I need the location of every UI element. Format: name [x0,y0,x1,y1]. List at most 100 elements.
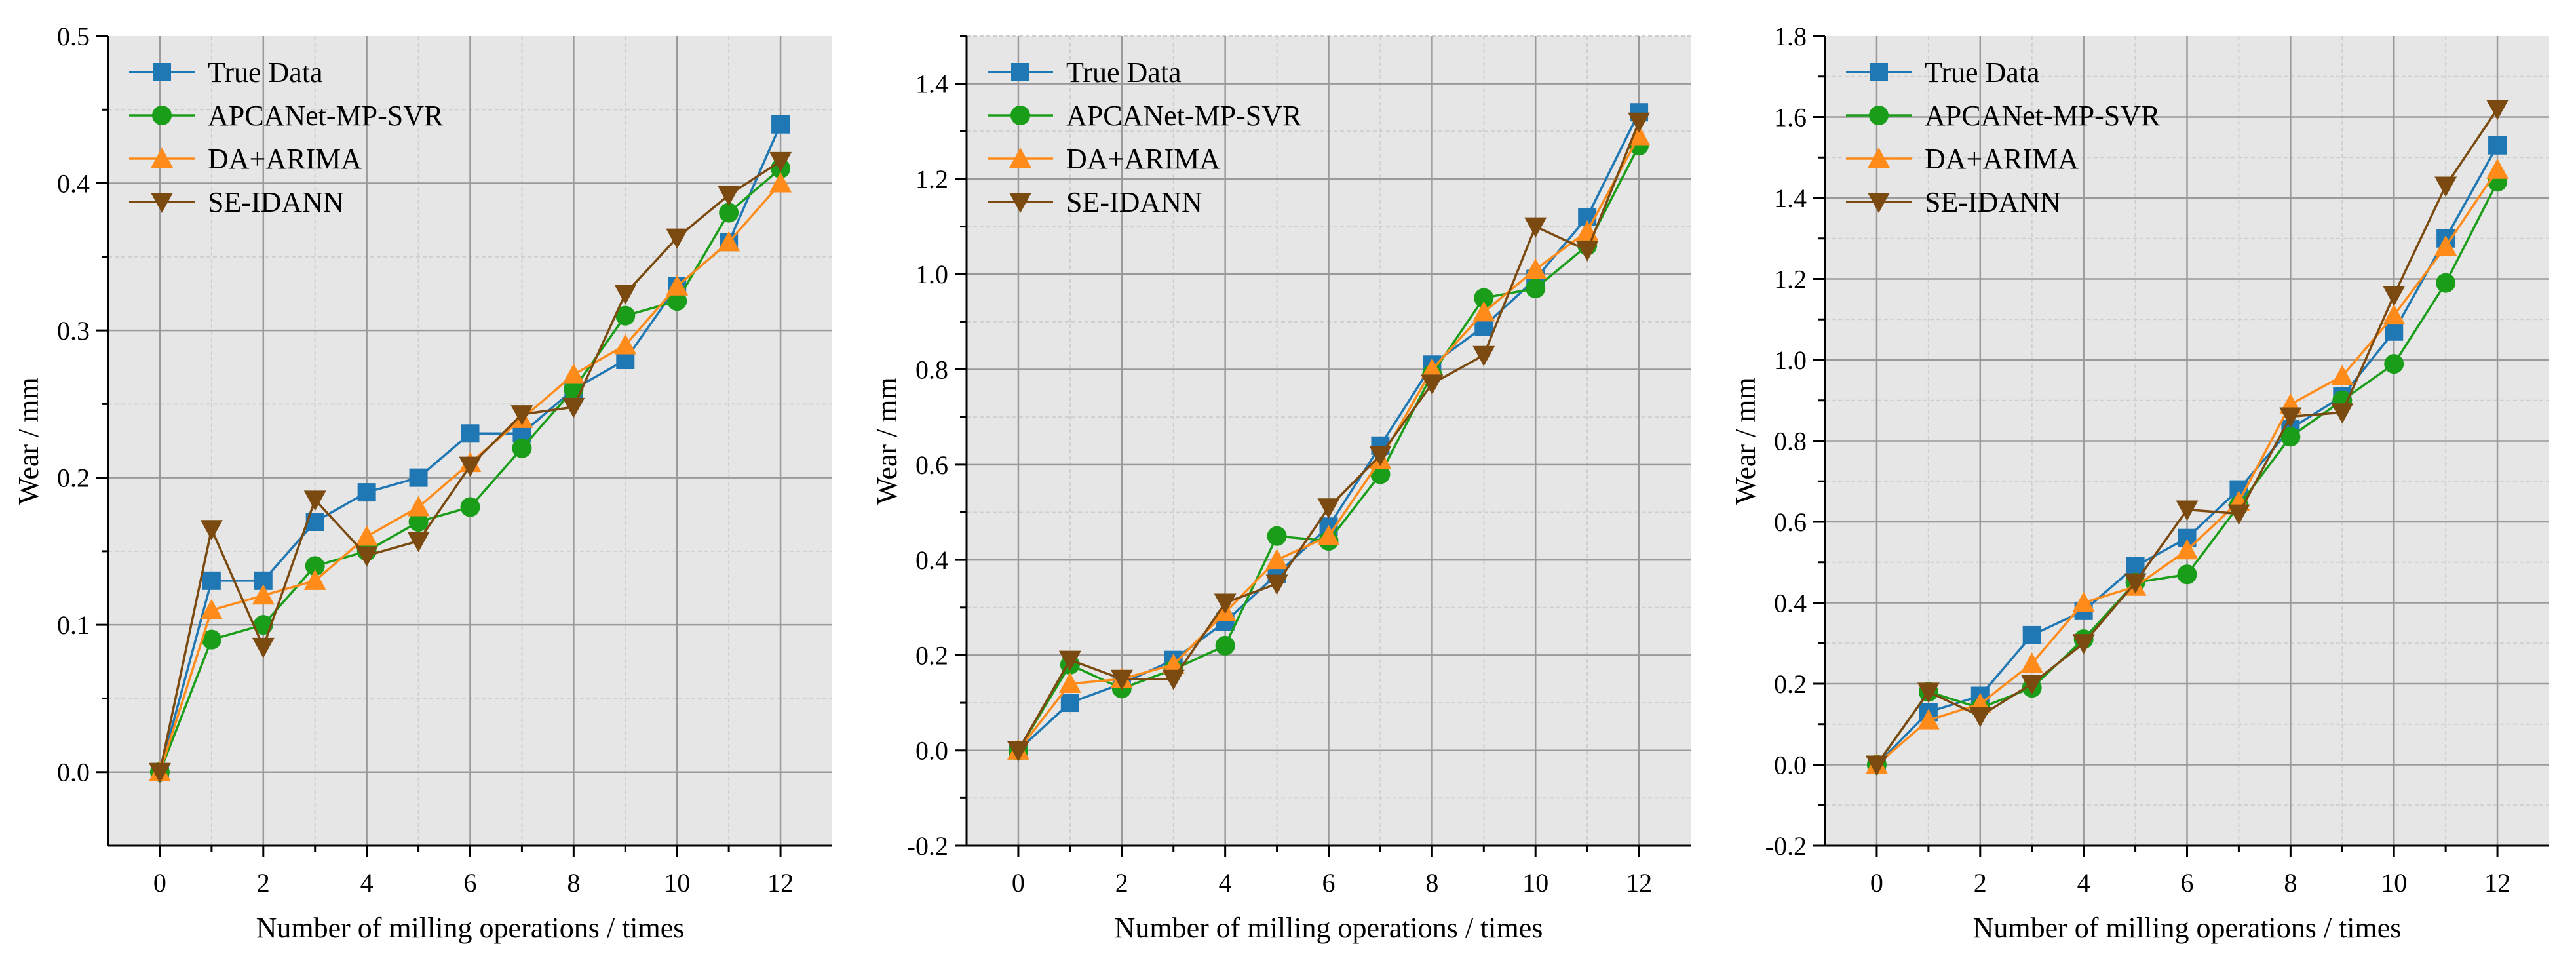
data-point-true-data [1060,694,1079,713]
legend-marker-se-idann [1868,193,1890,213]
y-tick-label: 0.8 [915,355,948,385]
data-point-da-arima [2331,364,2354,385]
data-point-da-arima [1421,358,1444,379]
y-tick-label: 1.4 [915,69,948,99]
wear-chart-2: -0.2 0.0 0.2 0.4 0.6 0.8 1.0 1.2 1.4 0 2 4 6 8 10 12 Num… [871,35,1691,944]
data-point-da-arima [718,231,740,252]
legend: True Data APCANet-MP-SVR DA+ARIMA SE-IDANN [988,56,1302,218]
y-tick-label: -0.2 [907,831,948,861]
data-point-se-idann [252,637,275,658]
legend-label-apcanet-mp-svr: APCANet-MP-SVR [1925,100,2161,132]
grid-lines [1825,36,2549,846]
y-tick-label: 0.1 [57,610,90,640]
x-tick-label: 6 [2181,868,2194,897]
x-tick-label: 0 [1012,868,1025,897]
data-point-apcanet-mp-svr [719,203,739,223]
legend-label-da-arima: DA+ARIMA [208,143,362,175]
y-tick-label: 1.2 [915,165,948,194]
x-tick-label: 8 [1425,868,1438,897]
legend-label-apcanet-mp-svr: APCANet-MP-SVR [208,100,444,132]
data-point-se-idann [666,228,689,249]
series-se-idann [1865,100,2509,776]
legend-marker-da-arima [1868,147,1890,168]
y-tick-label: 0.2 [57,463,90,493]
y-tick-label: 1.0 [1774,345,1807,375]
data-point-apcanet-mp-svr [1370,464,1391,484]
data-point-apcanet-mp-svr [1267,526,1287,546]
legend-marker-apcanet-mp-svr [152,106,172,125]
x-tick-label: 4 [360,868,374,897]
x-tick-label: 12 [2484,868,2510,897]
data-point-da-arima [1472,301,1495,322]
x-axis-label: Number of milling operations / times [256,912,685,944]
y-tick-label: 0.4 [1774,589,1807,618]
x-tick-label: 6 [1322,868,1336,897]
data-point-se-idann [1865,755,1888,776]
data-point-se-idann [614,284,637,305]
data-point-apcanet-mp-svr [2384,354,2404,374]
y-tick-label: 0.3 [57,316,90,345]
data-point-se-idann [1214,593,1237,614]
data-point-apcanet-mp-svr [1526,279,1546,299]
data-point-apcanet-mp-svr [1215,635,1235,656]
x-axis-label: Number of milling operations / times [1973,912,2402,944]
data-point-da-arima [666,275,689,296]
data-point-se-idann [2176,500,2199,521]
data-point-apcanet-mp-svr [512,438,532,458]
data-point-se-idann [1969,707,1991,728]
y-tick-label: 1.0 [915,260,948,289]
grid-lines [108,36,832,846]
legend-marker-da-arima [1009,147,1031,168]
legend-marker-true-data [153,63,171,81]
y-tick-label: 1.8 [1774,22,1807,51]
data-point-se-idann [1421,374,1444,395]
legend-marker-se-idann [1009,193,1031,213]
data-point-apcanet-mp-svr [2177,564,2197,585]
data-point-se-idann [2124,573,2147,594]
legend-marker-apcanet-mp-svr [1869,106,1889,125]
data-point-true-data [2385,322,2404,341]
legend-marker-apcanet-mp-svr [1010,106,1030,125]
data-point-da-arima [2434,235,2457,256]
data-point-se-idann [1917,682,1940,703]
data-point-se-idann [200,520,223,541]
data-point-apcanet-mp-svr [615,305,636,326]
series-se-idann [1007,112,1651,762]
x-tick-label: 8 [567,868,580,897]
legend-marker-true-data [1011,63,1029,81]
y-axis-label: Wear / mm [1729,377,1761,504]
x-tick-label: 2 [257,868,270,897]
y-tick-label: -0.2 [1765,831,1807,861]
data-point-se-idann [407,532,430,553]
x-tick-label: 6 [464,868,477,897]
data-point-se-idann [1110,669,1133,690]
x-tick-label: 12 [1626,868,1652,897]
legend-label-apcanet-mp-svr: APCANet-MP-SVR [1066,100,1302,132]
data-point-se-idann [510,405,533,426]
x-tick-label: 10 [2381,868,2407,897]
y-tick-label: 0.6 [915,450,948,480]
data-point-se-idann [1369,446,1392,467]
x-tick-label: 2 [1115,868,1128,897]
x-tick-label: 12 [767,868,794,897]
data-point-true-data [461,424,480,443]
data-point-se-idann [562,397,585,418]
data-point-da-arima [1628,125,1651,146]
y-axis-label: Wear / mm [871,377,903,504]
x-tick-label: 4 [1219,868,1232,897]
data-point-se-idann [1317,498,1340,519]
data-point-se-idann [1524,217,1547,238]
data-point-da-arima [1265,549,1288,570]
data-point-apcanet-mp-svr [1474,288,1494,308]
wear-chart-1: 0.0 0.1 0.2 0.3 0.4 0.5 0 2 4 6 8 10 12 Number of mil… [12,22,832,944]
data-point-da-arima [562,363,585,384]
data-point-se-idann [2227,504,2250,525]
data-point-se-idann [2383,286,2406,307]
legend-marker-da-arima [151,147,173,168]
y-tick-label: 0.4 [915,545,948,575]
y-tick-label: 0.2 [1774,669,1807,699]
x-axis-label: Number of milling operations / times [1115,912,1543,944]
y-tick-label: 1.2 [1774,265,1807,294]
data-point-da-arima [200,599,223,619]
